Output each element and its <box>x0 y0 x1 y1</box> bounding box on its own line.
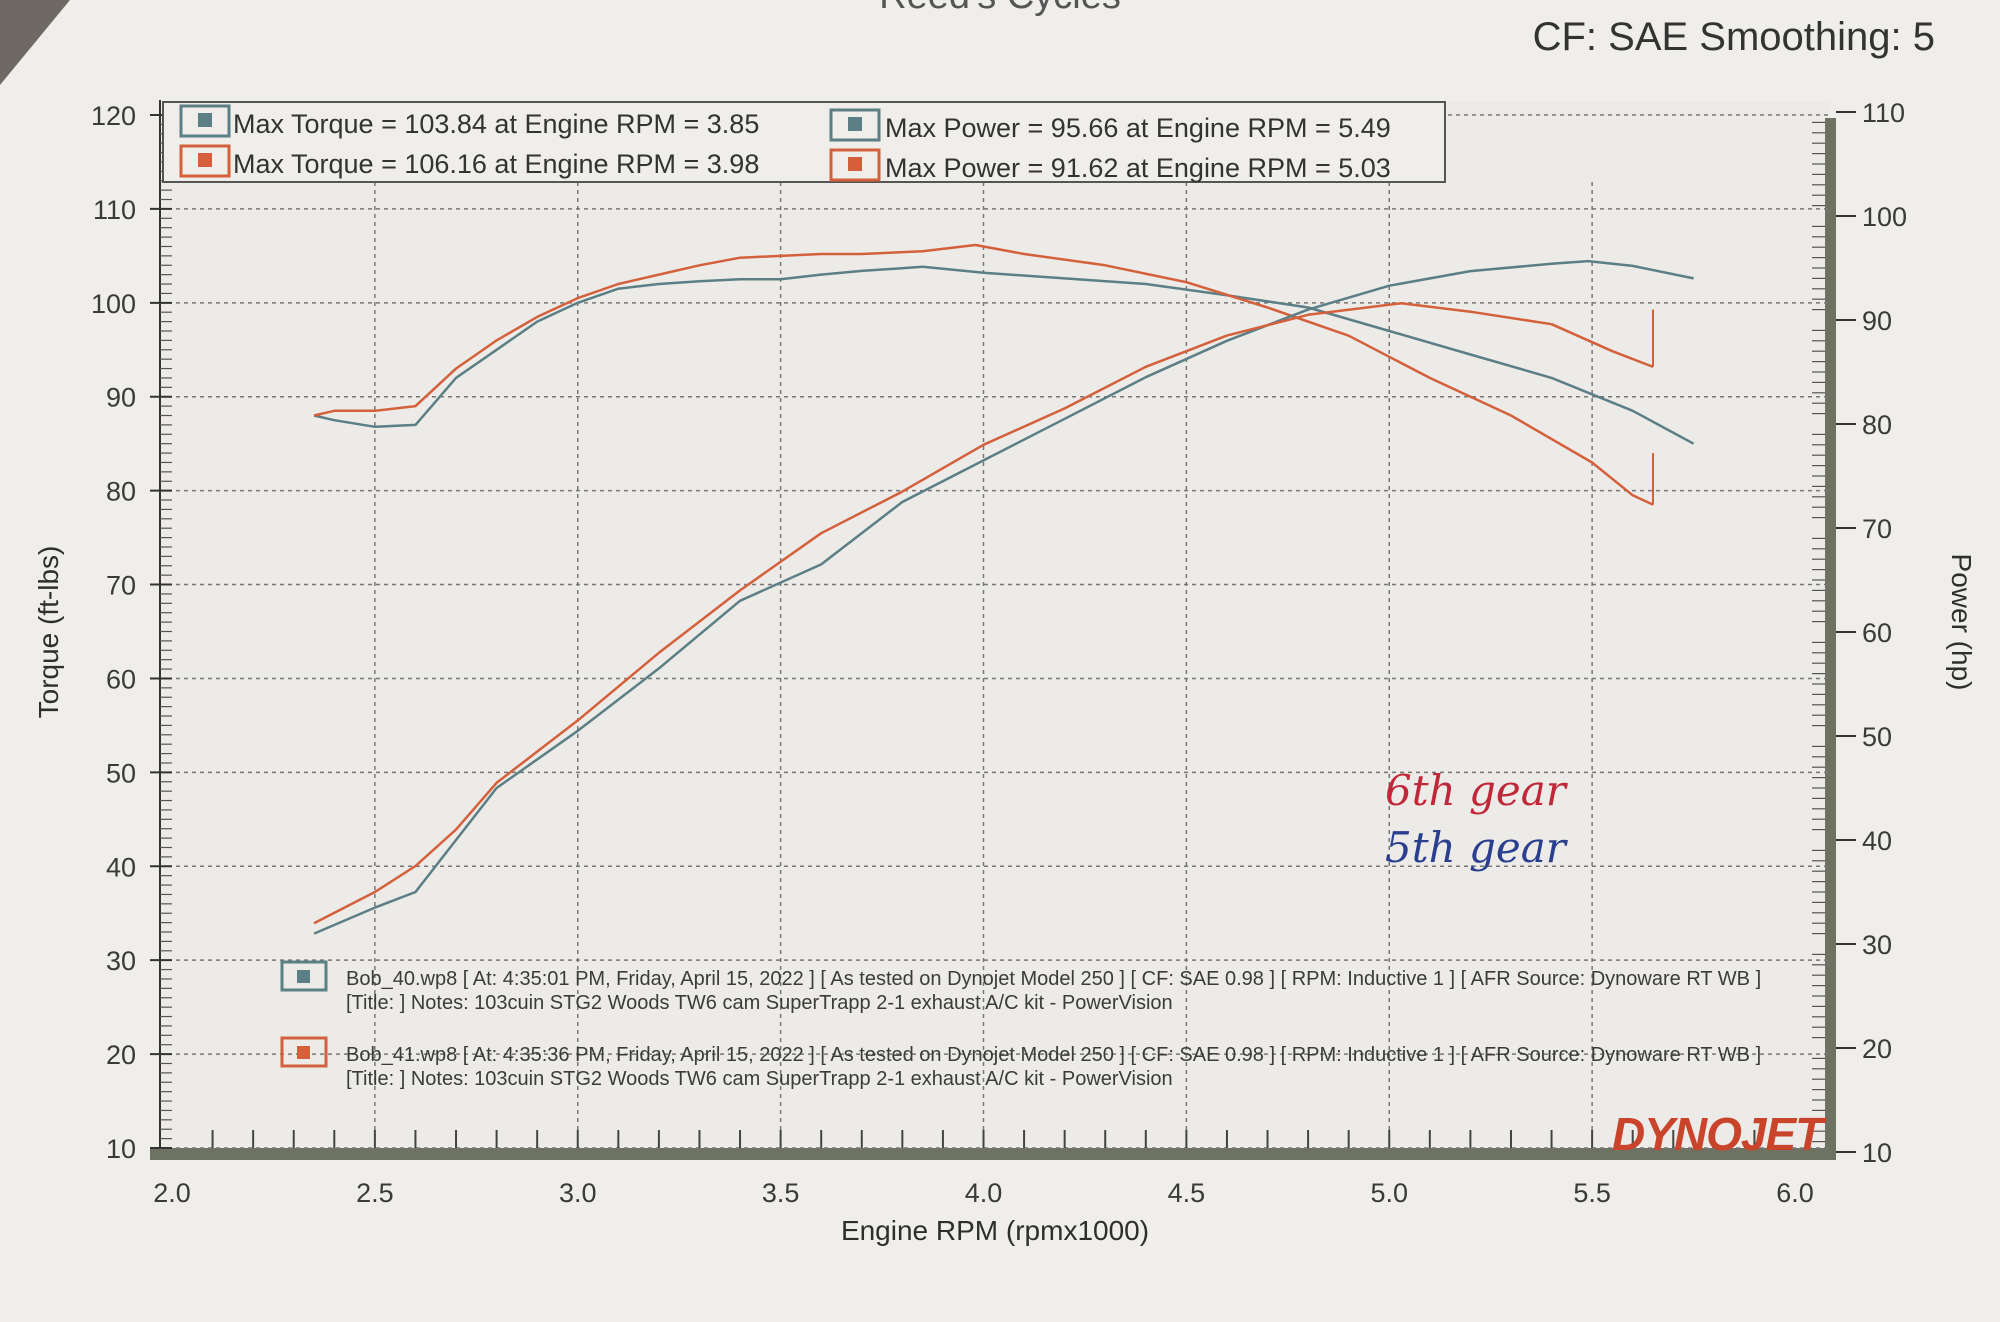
annotation-5th-gear: 5th gear <box>1385 823 1569 872</box>
y2-tick-label: 20 <box>1862 1034 1892 1064</box>
s3-power-red-line <box>313 301 1654 925</box>
s1-torque-red-line <box>313 243 1654 506</box>
x-tick-label: 2.5 <box>356 1178 394 1208</box>
y-tick-label: 90 <box>106 383 136 413</box>
y-tick-label: 20 <box>106 1040 136 1070</box>
grid <box>160 114 1830 1149</box>
x-tick-label: 4.5 <box>1168 1178 1206 1208</box>
legend-swatch-power-blue <box>829 108 881 142</box>
legend: Max Torque = 103.84 at Engine RPM = 3.85… <box>162 101 1446 183</box>
y-tick-label: 40 <box>106 852 136 882</box>
annotation-6th-gear: 6th gear <box>1385 766 1569 815</box>
y-tick-label: 30 <box>106 946 136 976</box>
y-tick-label: 80 <box>106 477 136 507</box>
legend-swatch-torque-blue <box>179 104 231 138</box>
y2-tick-label: 80 <box>1862 410 1892 440</box>
legend-swatch-power-red-fill <box>848 157 862 171</box>
y-tick-label: 10 <box>106 1134 136 1164</box>
bottom-axis-bar <box>150 1148 1836 1160</box>
x-tick-label: 3.0 <box>559 1178 597 1208</box>
y2-tick-label: 70 <box>1862 514 1892 544</box>
y2-tick-label: 50 <box>1862 722 1892 752</box>
y2-tick-label: 100 <box>1862 202 1907 232</box>
x-tick-label: 6.0 <box>1776 1178 1814 1208</box>
x-tick-label: 5.5 <box>1573 1178 1611 1208</box>
right-axis-bar <box>1825 118 1836 1158</box>
y-tick-label: 60 <box>106 664 136 694</box>
run-swatch-blue <box>280 960 328 992</box>
s0-torque-blue-line <box>313 265 1695 445</box>
plot-area <box>162 102 1830 1149</box>
y-tick-label: 50 <box>106 758 136 788</box>
run-1-file: Bob_40.wp8 [ At: 4:35:01 PM, Friday, Apr… <box>346 968 1761 990</box>
legend-swatch-torque-red <box>179 144 231 178</box>
legend-torque-red: Max Torque = 106.16 at Engine RPM = 3.98 <box>233 149 759 179</box>
y-axis-ticks: 10 20 30 40 50 60 70 80 90 100 110 120 <box>91 101 136 1164</box>
y2-tick-label: 90 <box>1862 306 1892 336</box>
run-1-notes: [Title: ] Notes: 103cuin STG2 Woods TW6 … <box>346 992 1173 1014</box>
y2-axis-ticks: 10 20 30 40 50 60 70 80 90 100 110 <box>1862 98 1907 1168</box>
run-2-notes: [Title: ] Notes: 103cuin STG2 Woods TW6 … <box>346 1068 1173 1090</box>
legend-swatch-power-red <box>829 148 881 182</box>
y2-tick-label: 40 <box>1862 826 1892 856</box>
x-tick-label: 3.5 <box>762 1178 800 1208</box>
legend-power-blue: Max Power = 95.66 at Engine RPM = 5.49 <box>885 113 1391 143</box>
y2-axis-title: Power (hp) <box>1946 554 1977 691</box>
run-2-file: Bob_41.wp8 [ At: 4:35:36 PM, Friday, Apr… <box>346 1044 1761 1066</box>
legend-swatch-torque-red-fill <box>198 153 212 167</box>
y2-tick-label: 60 <box>1862 618 1892 648</box>
y-axis-title: Torque (ft-lbs) <box>33 546 64 719</box>
series-group <box>313 243 1695 935</box>
legend-swatch-power-blue-fill <box>848 117 862 131</box>
s2-power-blue-line <box>313 259 1694 935</box>
legend-swatch-torque-blue-fill <box>198 113 212 127</box>
legend-power-red: Max Power = 91.62 at Engine RPM = 5.03 <box>885 153 1391 183</box>
x-tick-label: 5.0 <box>1370 1178 1408 1208</box>
settings-label: CF: SAE Smoothing: 5 <box>1533 15 1935 59</box>
y2-tick-label: 110 <box>1862 98 1905 128</box>
y-tick-label: 120 <box>91 101 136 131</box>
run-swatch-red-fill <box>297 1046 310 1059</box>
y2-tick-label: 10 <box>1862 1138 1892 1168</box>
page-title-fragment: Reed's Cycles <box>879 0 1121 17</box>
legend-torque-blue: Max Torque = 103.84 at Engine RPM = 3.85 <box>233 109 759 139</box>
x-tick-label: 2.0 <box>153 1178 191 1208</box>
run-swatch-blue-fill <box>297 970 310 983</box>
minor-ticks <box>150 111 1856 1153</box>
dynojet-logo: DYNOJET <box>1612 1108 1827 1160</box>
x-axis-ticks: 2.0 2.5 3.0 3.5 4.0 4.5 5.0 5.5 6.0 <box>153 1178 1814 1208</box>
run-info: Bob_40.wp8 [ At: 4:35:01 PM, Friday, Apr… <box>280 960 1761 1090</box>
y-tick-label: 70 <box>106 571 136 601</box>
x-axis-title: Engine RPM (rpmx1000) <box>841 1215 1149 1246</box>
y-tick-label: 110 <box>93 195 136 225</box>
legend-box <box>162 101 1446 183</box>
run-swatch-red <box>280 1036 328 1068</box>
x-tick-label: 4.0 <box>965 1178 1003 1208</box>
y2-tick-label: 30 <box>1862 930 1892 960</box>
y-tick-label: 100 <box>91 289 136 319</box>
